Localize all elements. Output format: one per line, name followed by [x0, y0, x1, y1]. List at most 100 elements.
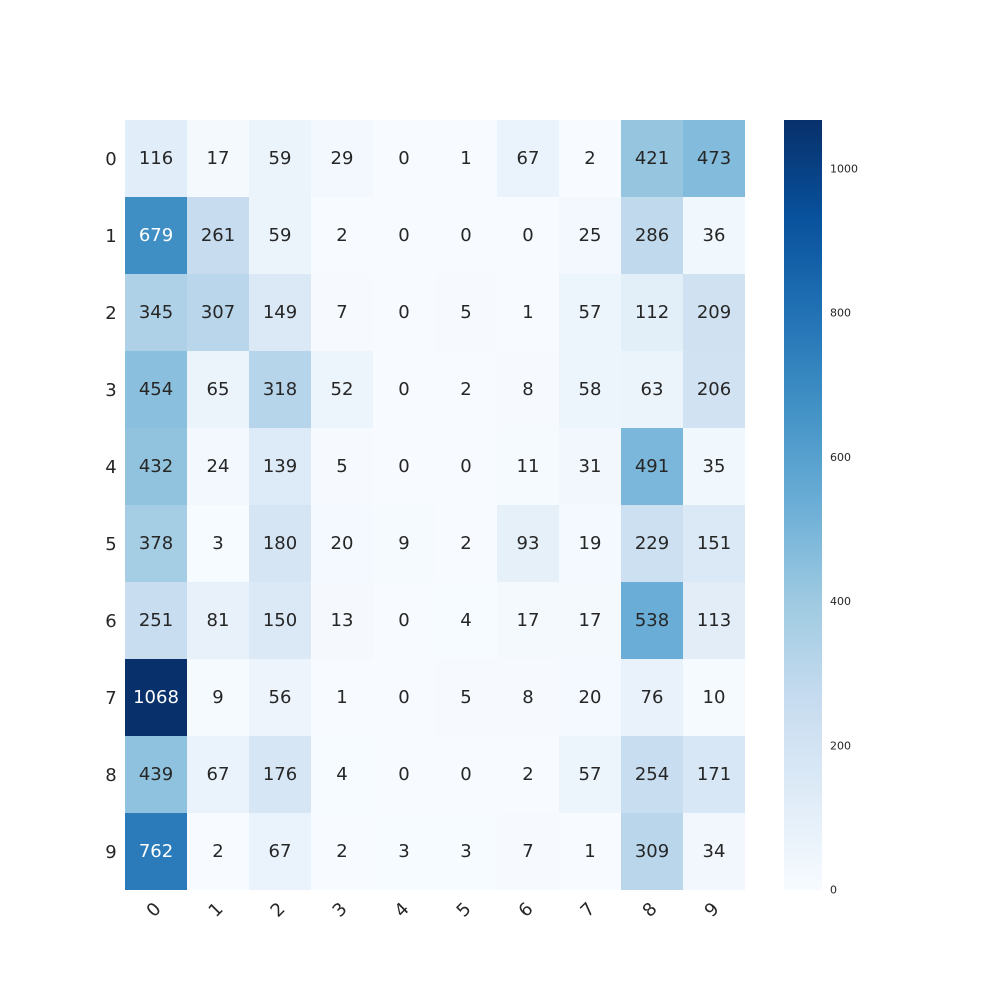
heatmap-cell-1-5 — [435, 197, 497, 274]
cell-value-1-8: 286 — [635, 225, 669, 246]
cell-value-6-6: 17 — [517, 610, 540, 631]
colorbar-tick-400: 400 — [830, 595, 851, 608]
y-tick-labels: 0 1 2 3 4 5 6 7 8 9 — [105, 149, 116, 863]
heatmap-cell-2-0 — [125, 274, 187, 351]
y-tick-label-8: 8 — [105, 765, 116, 786]
heatmap-cell-6-9 — [683, 582, 745, 659]
cell-value-9-6: 7 — [522, 841, 533, 862]
heatmap-cell-0-4 — [373, 120, 435, 197]
cell-value-2-9: 209 — [697, 302, 731, 323]
x-tick-label-2: 2 — [267, 899, 290, 922]
cell-value-1-0: 679 — [139, 225, 173, 246]
heatmap-cell-2-6 — [497, 274, 559, 351]
colorbar-gradient — [784, 120, 822, 890]
heatmap-cell-0-6 — [497, 120, 559, 197]
heatmap-cell-7-8 — [621, 659, 683, 736]
cell-value-9-0: 762 — [139, 841, 173, 862]
heatmap-cell-4-9 — [683, 428, 745, 505]
cell-value-4-4: 0 — [398, 456, 409, 477]
heatmap-cell-7-4 — [373, 659, 435, 736]
cell-value-5-8: 229 — [635, 533, 669, 554]
cell-value-9-5: 3 — [460, 841, 471, 862]
heatmap-cell-1-3 — [311, 197, 373, 274]
cell-value-7-1: 9 — [212, 687, 223, 708]
cell-value-6-4: 0 — [398, 610, 409, 631]
heatmap-cell-1-4 — [373, 197, 435, 274]
heatmap-cell-0-2 — [249, 120, 311, 197]
cell-value-5-5: 2 — [460, 533, 471, 554]
heatmap-cell-4-6 — [497, 428, 559, 505]
heatmap-cell-7-5 — [435, 659, 497, 736]
heatmap-cell-1-9 — [683, 197, 745, 274]
cell-value-6-5: 4 — [460, 610, 471, 631]
cell-value-6-3: 13 — [331, 610, 354, 631]
heatmap-cell-5-9 — [683, 505, 745, 582]
cell-value-2-2: 149 — [263, 302, 297, 323]
heatmap-cell-3-5 — [435, 351, 497, 428]
heatmap-cell-8-5 — [435, 736, 497, 813]
heatmap-cell-9-0 — [125, 813, 187, 890]
cell-value-6-0: 251 — [139, 610, 173, 631]
cell-value-3-6: 8 — [522, 379, 533, 400]
heatmap-cell-4-1 — [187, 428, 249, 505]
cell-value-6-1: 81 — [207, 610, 230, 631]
cell-value-9-2: 67 — [269, 841, 292, 862]
cell-value-3-2: 318 — [263, 379, 297, 400]
heatmap-cell-8-4 — [373, 736, 435, 813]
cell-value-0-8: 421 — [635, 148, 669, 169]
heatmap-cell-7-1 — [187, 659, 249, 736]
cell-value-6-8: 538 — [635, 610, 669, 631]
y-tick-label-0: 0 — [105, 149, 116, 170]
cell-value-8-1: 67 — [207, 764, 230, 785]
cell-value-5-0: 378 — [139, 533, 173, 554]
heatmap-cell-6-2 — [249, 582, 311, 659]
cell-value-8-6: 2 — [522, 764, 533, 785]
heatmap-cell-7-6 — [497, 659, 559, 736]
x-tick-label-8: 8 — [639, 899, 662, 922]
cell-value-2-1: 307 — [201, 302, 235, 323]
heatmap-cell-7-0 — [125, 659, 187, 736]
cell-value-7-7: 20 — [579, 687, 602, 708]
x-tick-label-0: 0 — [143, 899, 166, 922]
heatmap-cell-2-4 — [373, 274, 435, 351]
heatmap-cell-3-3 — [311, 351, 373, 428]
cell-value-7-9: 10 — [703, 687, 726, 708]
cell-value-4-8: 491 — [635, 456, 669, 477]
heatmap-cell-3-1 — [187, 351, 249, 428]
heatmap-cell-4-8 — [621, 428, 683, 505]
heatmap-cell-8-1 — [187, 736, 249, 813]
cell-value-3-4: 0 — [398, 379, 409, 400]
heatmap-cell-2-9 — [683, 274, 745, 351]
cell-value-2-5: 5 — [460, 302, 471, 323]
heatmap-cell-0-0 — [125, 120, 187, 197]
cell-value-9-9: 34 — [703, 841, 726, 862]
heatmap-cell-9-1 — [187, 813, 249, 890]
cell-value-6-7: 17 — [579, 610, 602, 631]
heatmap-cell-1-1 — [187, 197, 249, 274]
heatmap-cell-1-7 — [559, 197, 621, 274]
x-tick-label-1: 1 — [205, 899, 228, 922]
colorbar-tick-800: 800 — [830, 307, 851, 320]
cell-value-7-3: 1 — [336, 687, 347, 708]
heatmap-cell-1-2 — [249, 197, 311, 274]
colorbar-tick-1000: 1000 — [830, 163, 858, 176]
cell-value-0-5: 1 — [460, 148, 471, 169]
heatmap-cell-6-4 — [373, 582, 435, 659]
cell-value-7-0: 1068 — [133, 687, 179, 708]
cell-value-8-5: 0 — [460, 764, 471, 785]
y-tick-label-6: 6 — [105, 611, 116, 632]
cell-value-3-5: 2 — [460, 379, 471, 400]
heatmap-cell-1-0 — [125, 197, 187, 274]
heatmap-cell-5-3 — [311, 505, 373, 582]
cell-value-0-7: 2 — [584, 148, 595, 169]
cell-value-7-2: 56 — [269, 687, 292, 708]
x-tick-label-6: 6 — [515, 899, 538, 922]
heatmap-cell-9-6 — [497, 813, 559, 890]
cell-value-4-3: 5 — [336, 456, 347, 477]
cell-value-6-9: 113 — [697, 610, 731, 631]
heatmap-cell-8-9 — [683, 736, 745, 813]
heatmap-cell-3-0 — [125, 351, 187, 428]
cell-value-2-0: 345 — [139, 302, 173, 323]
